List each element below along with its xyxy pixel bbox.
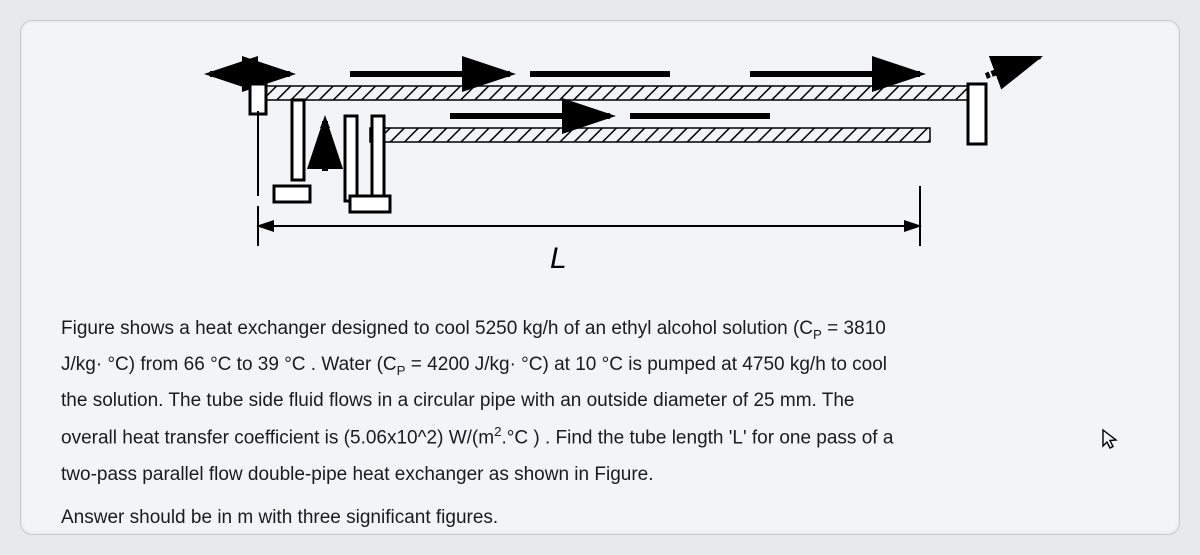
cursor-arrow-icon	[1101, 427, 1119, 463]
text-seg: overall heat transfer coefficient is (5.…	[61, 428, 494, 449]
text-seg: = 4200 J/kg· °C) at 10 °C is pumped at 4…	[406, 354, 888, 375]
text-seg: Figure shows a heat exchanger designed t…	[61, 318, 813, 339]
figure-area: L	[61, 41, 1139, 301]
text-seg: = 3810	[822, 318, 886, 339]
text-seg: .°C ) . Find the tube length 'L' for one…	[501, 428, 893, 449]
subscript-p: P	[813, 327, 822, 342]
text-seg: the solution. The tube side fluid flows …	[61, 390, 855, 411]
subscript-p: P	[397, 363, 406, 378]
text-seg: two-pass parallel flow double-pipe heat …	[61, 464, 654, 485]
problem-text: Figure shows a heat exchanger designed t…	[61, 301, 1139, 529]
question-panel: L Figure shows a heat exchanger designed…	[20, 20, 1180, 535]
problem-body: Figure shows a heat exchanger designed t…	[61, 311, 1139, 493]
text-seg: J/kg· °C) from 66 °C to 39 °C . Water (C	[61, 354, 397, 375]
dimension-label-L: L	[550, 242, 567, 275]
heat-exchanger-diagram: L	[150, 56, 1050, 286]
answer-note: Answer should be in m with three signifi…	[61, 507, 1139, 529]
